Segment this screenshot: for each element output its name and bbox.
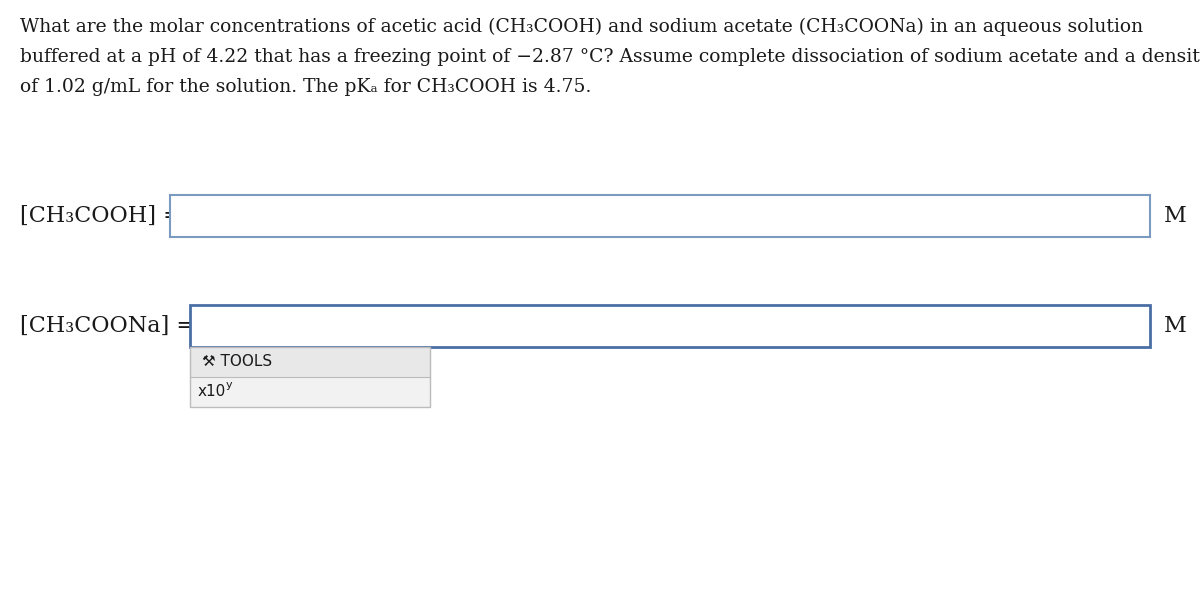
Text: ⚒ TOOLS: ⚒ TOOLS [202, 355, 272, 369]
Bar [190, 347, 430, 377]
Text: buffered at a pH of 4.22 that has a freezing point of −2.87 °C? Assume complete : buffered at a pH of 4.22 that has a free… [20, 48, 1200, 66]
Text: [CH₃COOH] =: [CH₃COOH] = [20, 205, 181, 227]
Text: [CH₃COONa] =: [CH₃COONa] = [20, 315, 194, 337]
Bar [170, 195, 1150, 237]
Text: y: y [226, 380, 233, 390]
Text: M: M [1164, 205, 1187, 227]
Bar [190, 347, 430, 407]
Text: What are the molar concentrations of acetic acid (CH₃COOH) and sodium acetate (C: What are the molar concentrations of ace… [20, 18, 1144, 36]
Text: x10: x10 [198, 384, 227, 400]
Text: M: M [1164, 315, 1187, 337]
Text: of 1.02 g/mL for the solution. The pKₐ for CH₃COOH is 4.75.: of 1.02 g/mL for the solution. The pKₐ f… [20, 78, 592, 96]
Bar [190, 305, 1150, 347]
Bar [190, 377, 430, 407]
